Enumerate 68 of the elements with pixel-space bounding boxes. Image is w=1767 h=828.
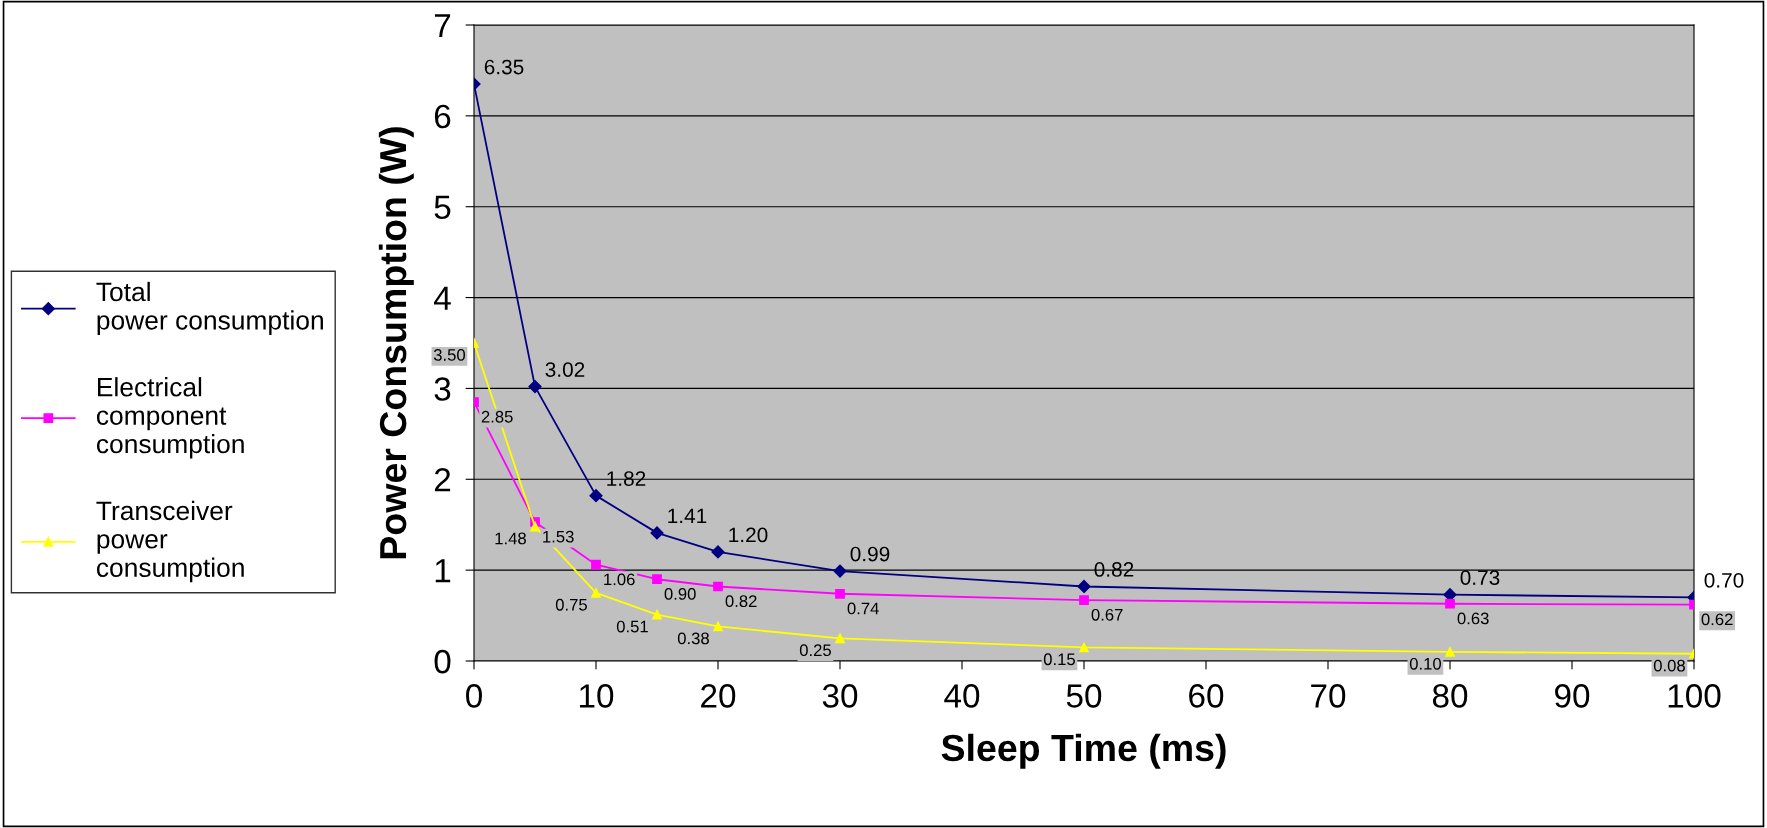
x-tick-label: 100 xyxy=(1668,684,1721,708)
point xyxy=(591,559,601,570)
legend-label: Transceiver power consumption xyxy=(96,500,244,583)
data-label: 0.74 xyxy=(847,602,879,615)
data-label: 0.63 xyxy=(1457,612,1489,625)
data-label: 0.70 xyxy=(1704,572,1744,588)
data-label: 2.85 xyxy=(481,410,513,423)
data-label: 6.35 xyxy=(484,59,524,75)
legend-label: Total power consumption xyxy=(96,281,323,335)
data-label: 1.41 xyxy=(668,508,707,524)
x-tick-label: 90 xyxy=(1555,684,1590,708)
point xyxy=(652,574,662,585)
point xyxy=(833,564,847,578)
point xyxy=(650,526,664,540)
y-tick-label: 0 xyxy=(434,649,451,674)
x-tick-label: 40 xyxy=(944,684,980,708)
y-tick-label: 3 xyxy=(434,377,451,401)
point xyxy=(835,633,845,644)
point xyxy=(1445,647,1455,657)
legend-label: Electrical component consumption xyxy=(96,377,244,459)
point xyxy=(711,545,725,559)
data-label: 0.82 xyxy=(725,595,757,608)
x-tick-label: 0 xyxy=(466,684,482,708)
data-label: 0.67 xyxy=(1091,608,1123,621)
data-label: 0.08 xyxy=(1653,659,1685,672)
y-axis-title: Power Consumption (W) xyxy=(378,127,414,559)
y-tick-label: 1 xyxy=(435,559,451,583)
point xyxy=(835,588,845,599)
data-label: 3.50 xyxy=(433,349,466,361)
point xyxy=(1079,642,1089,653)
data-label: 1.48 xyxy=(495,532,526,545)
point xyxy=(1445,598,1455,609)
data-label: 0.90 xyxy=(664,588,696,600)
data-label: 0.99 xyxy=(850,546,890,562)
x-tick-label: 60 xyxy=(1189,684,1224,708)
point xyxy=(589,489,603,503)
data-label: 0.73 xyxy=(1460,570,1500,585)
data-label: 0.10 xyxy=(1409,657,1442,670)
point xyxy=(1079,595,1089,605)
point xyxy=(530,521,540,532)
data-label: 1.06 xyxy=(604,573,635,586)
y-tick-label: 4 xyxy=(434,286,451,310)
data-label: 0.62 xyxy=(1701,613,1733,626)
data-label: 0.38 xyxy=(677,632,709,645)
point xyxy=(652,609,662,620)
y-tick-label: 2 xyxy=(434,468,451,492)
x-axis-title: Sleep Time (ms) xyxy=(941,733,1226,769)
data-label: 3.02 xyxy=(545,362,585,377)
data-label: 1.53 xyxy=(543,530,574,543)
x-tick-label: 50 xyxy=(1066,684,1102,708)
x-tick-label: 20 xyxy=(701,684,736,708)
data-label: 0.15 xyxy=(1043,653,1075,666)
point xyxy=(1077,579,1091,594)
y-tick-label: 6 xyxy=(434,104,451,129)
x-tick-label: 80 xyxy=(1432,684,1468,708)
point xyxy=(528,380,542,394)
y-tick-label: 7 xyxy=(434,14,451,38)
x-tick-label: 10 xyxy=(580,684,614,708)
data-label: 1.20 xyxy=(729,527,768,543)
data-label: 0.51 xyxy=(616,620,648,633)
point xyxy=(713,581,723,592)
x-tick-label: 30 xyxy=(822,684,858,708)
data-label: 0.25 xyxy=(799,644,831,657)
y-tick-label: 5 xyxy=(434,195,451,220)
point xyxy=(713,621,723,632)
point xyxy=(591,587,601,598)
x-tick-label: 70 xyxy=(1311,684,1346,708)
data-label: 0.75 xyxy=(555,598,587,611)
